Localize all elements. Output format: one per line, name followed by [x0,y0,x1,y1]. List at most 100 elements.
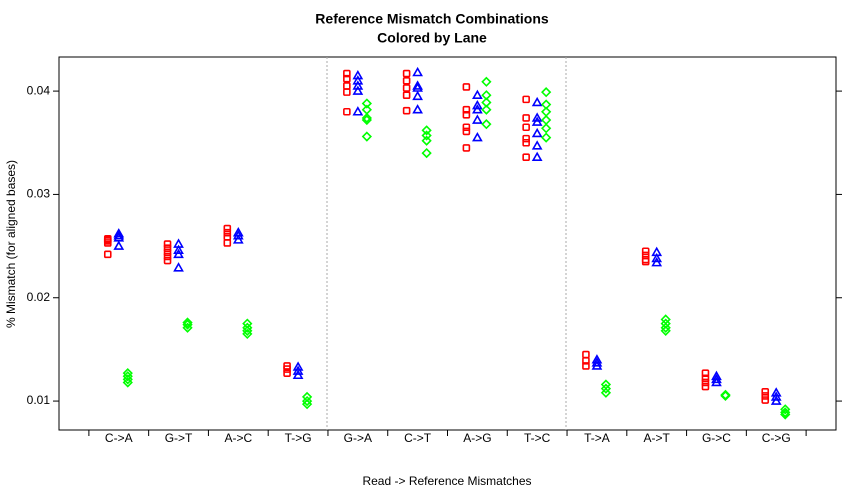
point [343,69,351,78]
x-tick-label: C->T [404,431,432,445]
point [701,369,710,377]
point [582,356,590,365]
point [770,391,782,401]
point [641,255,650,264]
point [531,151,543,162]
y-tick-label: 0.04 [27,83,51,97]
point [182,317,193,328]
point [163,240,172,248]
point [472,89,483,100]
point [361,114,372,126]
point [361,131,372,142]
plot-frame [58,56,837,431]
point [421,147,432,159]
point [531,116,543,126]
point [343,107,351,116]
point [163,256,172,265]
point [761,392,770,400]
point [701,382,710,391]
point [122,374,133,385]
point [163,248,172,257]
point [402,69,411,78]
point [122,371,133,382]
point [412,104,423,114]
point [182,319,193,330]
point [541,132,552,143]
point [472,114,483,124]
point [301,399,313,410]
point [421,135,432,146]
point [182,322,193,333]
point [522,114,530,122]
point [711,373,722,384]
point [641,247,650,256]
chart-subtitle: Colored by Lane [377,30,487,46]
point [343,88,351,96]
point [242,325,253,336]
x-tick-label: T->A [584,431,610,445]
x-axis-label: Read -> Reference Mismatches [362,474,531,488]
point [343,74,351,83]
point [113,230,125,240]
point [103,239,112,247]
point [232,234,244,244]
point [780,404,791,415]
x-tick-label: C->A [105,431,133,445]
point [522,153,530,162]
point [591,357,603,367]
point [301,395,313,407]
x-tick-label: A->G [463,431,491,445]
point [283,369,291,377]
point [402,76,411,85]
point [531,96,543,107]
point [522,123,530,132]
point [462,111,471,119]
point [352,80,364,90]
point [582,350,590,359]
point [462,83,471,91]
y-tick-label: 0.01 [27,393,51,407]
x-tick-label: A->C [224,431,252,445]
point [600,387,612,398]
point [481,104,492,115]
point [122,377,133,388]
point [223,232,232,241]
point [242,322,253,333]
point [701,374,710,383]
point [283,365,291,373]
x-tick-label: G->C [702,431,731,445]
point [173,244,184,255]
x-tick-label: G->T [165,431,193,445]
point [541,123,552,134]
point [481,76,492,87]
point [352,69,364,80]
point [412,90,423,101]
point [660,325,671,336]
point [163,252,172,261]
point [223,224,232,233]
point [421,125,432,136]
point [481,119,492,130]
point [242,328,253,340]
x-tick-label: G->A [344,431,372,445]
point [412,66,423,77]
x-tick-label: T->G [285,431,312,445]
point [421,130,432,141]
point [531,140,543,150]
point [352,106,364,116]
point [462,127,471,136]
point [651,252,663,263]
y-tick-label: 0.02 [27,290,51,304]
point [600,383,612,394]
point [223,239,232,247]
point [173,262,184,272]
point [591,360,603,370]
point [292,369,304,380]
point [232,230,244,240]
point [472,104,483,114]
point [163,244,172,252]
point [412,82,423,92]
point [472,99,483,110]
point [660,322,671,333]
